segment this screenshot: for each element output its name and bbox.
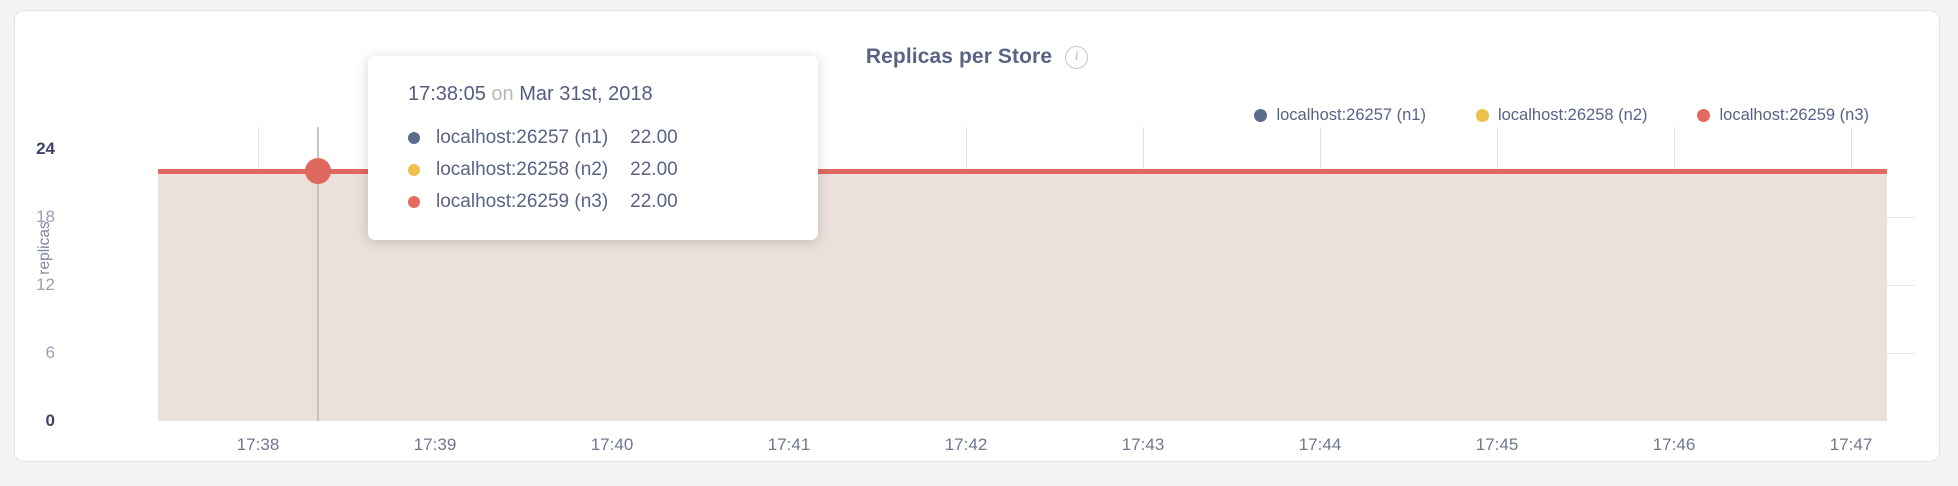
tooltip-series-value: 22.00	[630, 127, 678, 148]
legend-dot-icon	[1254, 109, 1268, 122]
tooltip-time-value: 17:38:05	[408, 83, 486, 105]
x-tick-1746: 17:46	[1652, 435, 1696, 454]
legend-label: localhost:26258 (n2)	[1497, 106, 1648, 124]
legend-dot-icon	[1475, 109, 1489, 122]
legend-label: localhost:26259 (n3)	[1719, 106, 1869, 124]
tooltip-series-label: localhost:26258 (n2)	[436, 159, 609, 180]
hover-guideline	[317, 127, 319, 421]
tooltip-series-value: 22.00	[630, 159, 678, 180]
tooltip-series-label: localhost:26257 (n1)	[436, 127, 609, 148]
tooltip-series-value: 22.00	[630, 191, 678, 212]
series-line-n3	[158, 169, 1887, 174]
chart-card: Replicas per Store i localhost:26257 (n1…	[14, 10, 1940, 462]
y-tick-24: 24	[36, 139, 55, 158]
series-dot-icon	[408, 164, 420, 176]
hover-marker-dot[interactable]	[305, 158, 331, 184]
x-tick-1742: 17:42	[944, 435, 988, 454]
tooltip-series-label: localhost:26259 (n3)	[436, 191, 609, 212]
y-tick-0: 0	[45, 411, 55, 430]
legend-label: localhost:26257 (n1)	[1276, 106, 1426, 124]
series-dot-icon	[408, 196, 420, 208]
chart-legend: localhost:26257 (n1) localhost:26258 (n2…	[1254, 106, 1869, 125]
tooltip-connector: on	[491, 83, 514, 105]
page-title: Replicas per Store	[865, 45, 1053, 68]
hover-tooltip: 17:38:05 on Mar 31st, 2018 localhost:262…	[368, 56, 818, 240]
tooltip-row: localhost:26257 (n1) 22.00	[368, 122, 818, 154]
x-tick-1740: 17:40	[590, 435, 634, 454]
y-tick-6: 6	[45, 343, 55, 362]
x-tick-1745: 17:45	[1475, 435, 1519, 454]
legend-item-n3[interactable]: localhost:26259 (n3)	[1697, 106, 1869, 125]
legend-item-n2[interactable]: localhost:26258 (n2)	[1475, 106, 1648, 125]
x-tick-1747: 17:47	[1829, 435, 1873, 454]
y-tick-12: 12	[36, 275, 55, 294]
y-tick-18: 18	[36, 207, 55, 226]
x-tick-1738: 17:38	[236, 435, 280, 454]
tooltip-timestamp: 17:38:05 on Mar 31st, 2018	[368, 83, 818, 106]
x-tick-1739: 17:39	[413, 435, 457, 454]
series-dot-icon	[408, 132, 420, 144]
tooltip-row: localhost:26259 (n3) 22.00	[368, 186, 818, 218]
chart-header: Replicas per Store i	[15, 45, 1939, 69]
legend-item-n1[interactable]: localhost:26257 (n1)	[1254, 106, 1426, 125]
legend-dot-icon	[1697, 109, 1711, 122]
x-tick-1743: 17:43	[1121, 435, 1165, 454]
tooltip-rows: localhost:26257 (n1) 22.00 localhost:262…	[368, 122, 818, 218]
x-tick-1744: 17:44	[1298, 435, 1342, 454]
x-tick-1741: 17:41	[767, 435, 811, 454]
y-axis-title: replicas	[36, 221, 53, 275]
tooltip-date-value: Mar 31st, 2018	[519, 83, 653, 105]
tooltip-row: localhost:26258 (n2) 22.00	[368, 154, 818, 186]
info-icon[interactable]: i	[1065, 45, 1089, 69]
